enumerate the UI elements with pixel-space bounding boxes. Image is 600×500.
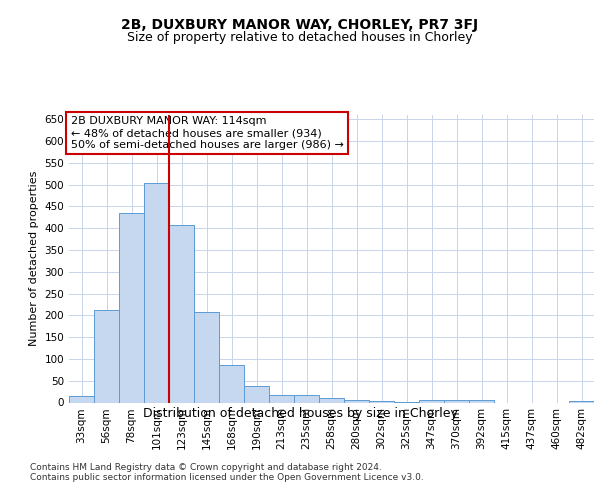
Bar — [369, 401, 394, 402]
Bar — [344, 400, 369, 402]
Bar — [444, 400, 469, 402]
Bar — [294, 394, 319, 402]
Bar — [469, 400, 494, 402]
Bar — [244, 386, 269, 402]
Text: Contains HM Land Registry data © Crown copyright and database right 2024.
Contai: Contains HM Land Registry data © Crown c… — [30, 462, 424, 482]
Text: 2B, DUXBURY MANOR WAY, CHORLEY, PR7 3FJ: 2B, DUXBURY MANOR WAY, CHORLEY, PR7 3FJ — [121, 18, 479, 32]
Bar — [94, 310, 119, 402]
Bar — [144, 182, 169, 402]
Text: Distribution of detached houses by size in Chorley: Distribution of detached houses by size … — [143, 408, 457, 420]
Bar — [219, 366, 244, 403]
Text: 2B DUXBURY MANOR WAY: 114sqm
← 48% of detached houses are smaller (934)
50% of s: 2B DUXBURY MANOR WAY: 114sqm ← 48% of de… — [71, 116, 343, 150]
Bar — [194, 312, 219, 402]
Bar — [69, 396, 94, 402]
Y-axis label: Number of detached properties: Number of detached properties — [29, 171, 39, 346]
Text: Size of property relative to detached houses in Chorley: Size of property relative to detached ho… — [127, 31, 473, 44]
Bar — [119, 213, 144, 402]
Bar — [269, 394, 294, 402]
Bar — [569, 401, 594, 402]
Bar — [319, 398, 344, 402]
Bar — [419, 400, 444, 402]
Bar — [169, 225, 194, 402]
